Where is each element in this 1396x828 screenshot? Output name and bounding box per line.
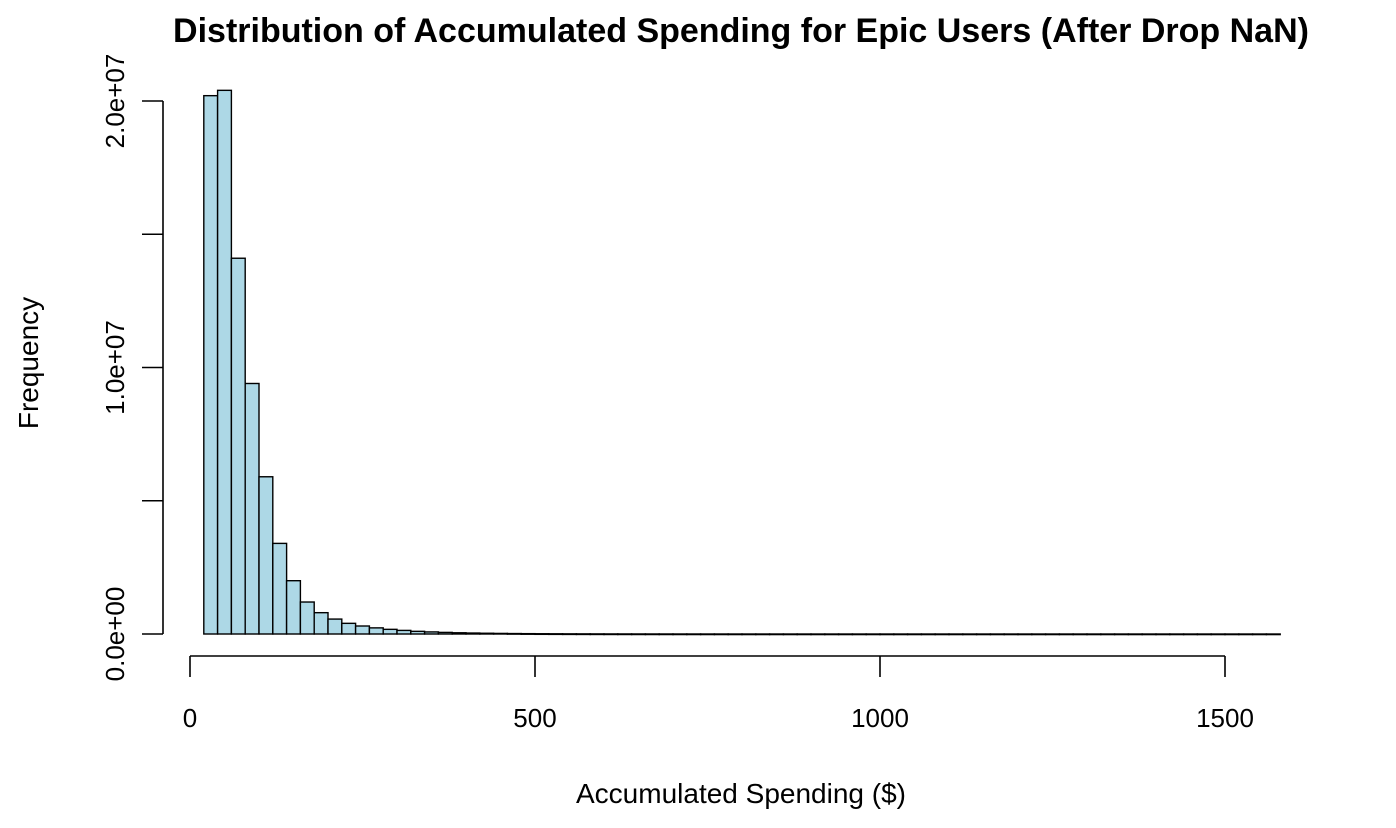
histogram-bar bbox=[520, 632, 536, 635]
x-axis: 0 500 1000 1500 bbox=[183, 655, 1254, 733]
histogram-bar bbox=[630, 633, 647, 636]
histogram-bar bbox=[686, 633, 702, 636]
histogram-bar bbox=[975, 633, 992, 636]
y-tick-label: 0.0e+00 bbox=[100, 587, 130, 682]
histogram-bar bbox=[796, 633, 812, 636]
histogram-bar bbox=[506, 632, 522, 635]
histogram-bar bbox=[1169, 633, 1185, 636]
y-tick-label: 1.0e+07 bbox=[100, 320, 130, 415]
y-tick-label: 2.0e+07 bbox=[100, 54, 130, 149]
histogram-bar bbox=[1265, 633, 1281, 636]
histogram-bar bbox=[575, 633, 591, 636]
histogram-bar bbox=[561, 633, 578, 636]
bars-group bbox=[203, 89, 1281, 636]
histogram-bar bbox=[1196, 633, 1212, 636]
y-axis-label: Frequency bbox=[13, 297, 44, 429]
histogram-bar bbox=[492, 632, 509, 635]
histogram-bar bbox=[216, 89, 233, 635]
histogram-bar bbox=[396, 629, 412, 635]
histogram-bar bbox=[230, 257, 246, 635]
histogram-bar bbox=[824, 633, 840, 636]
histogram-bar bbox=[285, 580, 302, 635]
histogram-bar bbox=[1224, 633, 1240, 636]
histogram-bar bbox=[658, 633, 674, 636]
histogram-bar bbox=[699, 633, 716, 636]
histogram-bar bbox=[906, 633, 923, 636]
histogram-bar bbox=[603, 633, 619, 636]
histogram-bar bbox=[244, 382, 260, 635]
histogram-bar bbox=[272, 542, 288, 635]
histogram-bar bbox=[1003, 633, 1019, 636]
histogram-bar bbox=[837, 633, 854, 636]
histogram-bar bbox=[534, 633, 550, 636]
histogram-bar bbox=[203, 94, 219, 635]
histogram-bar bbox=[768, 633, 785, 636]
histogram-bar bbox=[810, 633, 826, 636]
histogram-bar bbox=[1141, 633, 1157, 636]
histogram-bar bbox=[865, 633, 881, 636]
x-tick-label: 500 bbox=[513, 703, 556, 733]
histogram-bar bbox=[368, 627, 384, 635]
histogram-bar bbox=[1251, 633, 1268, 636]
histogram-bar bbox=[644, 633, 660, 636]
x-tick-label: 0 bbox=[183, 703, 197, 733]
histogram-bar bbox=[617, 633, 633, 636]
histogram-bar bbox=[354, 625, 371, 635]
histogram-bar bbox=[1182, 633, 1199, 636]
histogram-bar bbox=[962, 633, 978, 636]
histogram-bar bbox=[741, 633, 757, 636]
histogram-bar bbox=[672, 633, 688, 636]
histogram-bar bbox=[1238, 633, 1254, 636]
y-axis: 0.0e+00 1.0e+07 2.0e+07 bbox=[100, 54, 164, 682]
x-tick-label: 1000 bbox=[851, 703, 909, 733]
histogram-bar bbox=[1155, 633, 1171, 636]
histogram-bar bbox=[410, 630, 426, 635]
histogram-bar bbox=[548, 633, 564, 636]
histogram-bar bbox=[948, 633, 964, 636]
histogram-bar bbox=[1086, 633, 1102, 636]
histogram-bar bbox=[1031, 633, 1047, 636]
histogram-bar bbox=[423, 631, 440, 635]
histogram-bar bbox=[1072, 633, 1088, 636]
histogram-bar bbox=[727, 633, 743, 636]
histogram-bar bbox=[341, 622, 357, 635]
histogram-bar bbox=[589, 633, 605, 636]
histogram-bar bbox=[299, 601, 315, 635]
histogram-bar bbox=[258, 476, 274, 635]
chart-title: Distribution of Accumulated Spending for… bbox=[173, 12, 1309, 50]
histogram-bar bbox=[382, 628, 398, 635]
histogram-bar bbox=[920, 633, 936, 636]
histogram-bar bbox=[313, 611, 329, 635]
histogram-bar bbox=[989, 633, 1005, 636]
x-axis-label: Accumulated Spending ($) bbox=[576, 778, 906, 809]
histogram-bar bbox=[713, 633, 729, 636]
histogram-bar bbox=[755, 633, 771, 636]
histogram-bar bbox=[851, 633, 867, 636]
histogram-bar bbox=[1017, 633, 1033, 636]
histogram-bar bbox=[327, 618, 343, 635]
x-tick-label: 1500 bbox=[1196, 703, 1254, 733]
histogram-bar bbox=[1100, 633, 1116, 636]
histogram-bar bbox=[451, 632, 467, 635]
histogram-bar bbox=[934, 633, 950, 636]
histogram-bar bbox=[782, 633, 798, 636]
histogram-bar bbox=[437, 631, 453, 635]
histogram-bar bbox=[879, 633, 895, 636]
histogram-bar bbox=[465, 632, 481, 635]
histogram-bar bbox=[893, 633, 909, 636]
histogram-bar bbox=[1127, 633, 1143, 636]
histogram-bar bbox=[1210, 633, 1226, 636]
histogram-bar bbox=[1113, 633, 1130, 636]
histogram-bar bbox=[1044, 633, 1061, 636]
histogram-bar bbox=[479, 632, 495, 635]
histogram-bar bbox=[1058, 633, 1074, 636]
